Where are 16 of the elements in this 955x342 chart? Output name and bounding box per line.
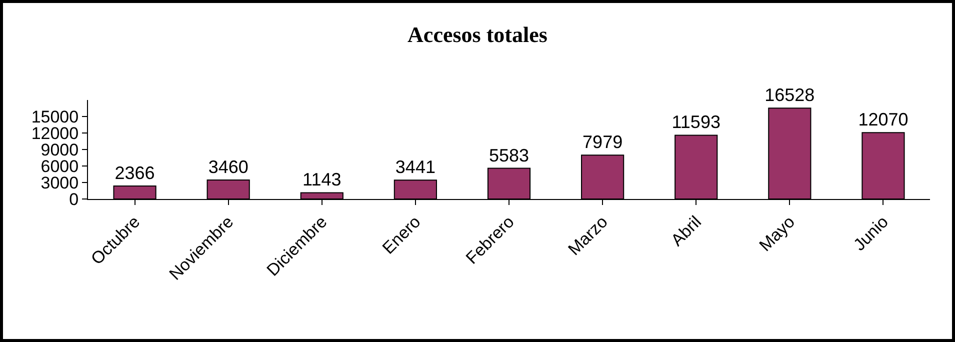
data-label: 3441 xyxy=(395,157,436,178)
data-label: 12070 xyxy=(858,110,908,130)
y-tick-label: 0 xyxy=(69,190,79,209)
data-label: 5583 xyxy=(488,145,530,166)
chart-title: Accesos totales xyxy=(408,22,548,47)
data-label: 16528 xyxy=(764,85,815,106)
data-label: 7979 xyxy=(582,132,623,152)
y-tick-label: 15000 xyxy=(31,107,79,126)
data-label: 1143 xyxy=(302,170,342,190)
y-tick-label: 9000 xyxy=(40,140,79,160)
data-label: 3460 xyxy=(208,156,248,177)
y-tick-label: 3000 xyxy=(40,173,79,192)
y-tick-label: 6000 xyxy=(40,156,79,176)
data-label: 2366 xyxy=(114,162,155,183)
y-tick-label: 12000 xyxy=(31,124,79,143)
data-label: 11593 xyxy=(672,112,720,132)
